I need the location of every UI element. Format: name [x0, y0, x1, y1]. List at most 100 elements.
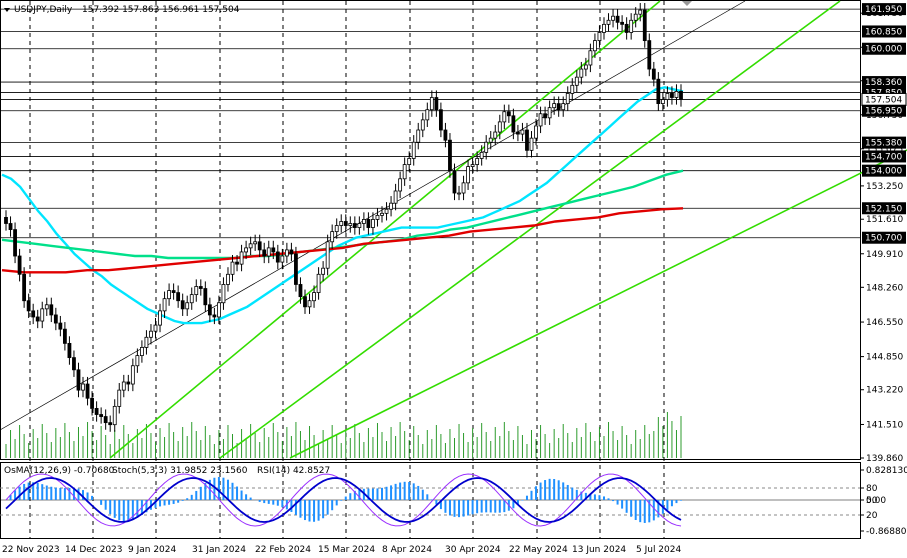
indicator-tick-label: 20: [866, 511, 878, 521]
candle-body: [371, 219, 375, 228]
stoch-d-line: [5, 477, 682, 523]
candle-body: [117, 389, 122, 407]
candle-body: [620, 21, 625, 25]
price-level-tag-bg: [862, 231, 906, 244]
price-tick-label: 146.550: [866, 318, 903, 328]
candle-body: [126, 381, 131, 385]
candle-body: [112, 405, 117, 426]
price-level-tag-bg: [862, 76, 906, 89]
candle-body: [149, 330, 153, 338]
price-level-tag-bg: [862, 150, 906, 163]
price-level-tag: 152.150: [865, 204, 902, 214]
candle-body: [221, 284, 226, 304]
price-level-tag-bg: [862, 136, 906, 149]
candle-body: [239, 251, 244, 265]
candle-body: [493, 131, 498, 139]
candle-body: [556, 103, 561, 111]
time-axis-label: 8 Apr 2024: [382, 545, 432, 555]
time-axis-label: 22 May 2024: [509, 545, 568, 555]
candle-body: [284, 249, 289, 257]
candle-body: [543, 113, 547, 119]
candle-body: [257, 241, 262, 251]
candle-body: [144, 336, 149, 348]
candle-body: [407, 158, 412, 165]
candle-body: [660, 99, 665, 105]
time-axis-label: 22 Feb 2024: [255, 545, 311, 555]
candle-body: [597, 32, 602, 42]
candle-body: [611, 15, 615, 21]
trend-channel-lines: [0, 0, 907, 459]
candle-body: [624, 23, 629, 33]
price-level-tag: 150.700: [865, 234, 902, 244]
candle-body: [176, 292, 181, 302]
candle-body: [511, 115, 516, 133]
candle-body: [633, 13, 638, 21]
candle-body: [352, 223, 357, 228]
candle-body: [665, 93, 670, 100]
candle-body: [565, 93, 570, 105]
candle-body: [506, 111, 511, 117]
rsi-label: RSI(14) 42.8527: [257, 466, 330, 476]
candle-body: [470, 164, 475, 167]
candle-body: [679, 91, 683, 100]
symbol-arrow-icon: [4, 8, 10, 12]
candle-body: [497, 121, 502, 133]
candle-body: [244, 247, 249, 253]
candle-body: [484, 141, 489, 153]
candle-body: [547, 107, 552, 119]
moving-average-line: [1, 207, 684, 274]
candle-body: [203, 288, 208, 306]
candle-body: [588, 50, 593, 66]
candle-body: [135, 355, 140, 367]
candle-body: [140, 347, 144, 356]
candle-body: [103, 416, 108, 424]
candle-body: [26, 300, 31, 312]
candle-body: [180, 300, 185, 310]
candle-body: [593, 40, 597, 52]
candle-body: [425, 109, 430, 121]
candle-body: [357, 223, 362, 228]
price-level-tags: 161.950160.850160.000158.360157.850157.5…: [861, 3, 907, 244]
candle-body: [167, 290, 171, 300]
candle-body: [330, 231, 335, 243]
time-axis-label: 31 Jan 2024: [192, 545, 246, 555]
price-tick-label: 148.260: [866, 283, 903, 293]
candle-body: [13, 229, 17, 257]
candle-body: [162, 298, 167, 312]
candle-body: [207, 304, 212, 316]
price-tick-label: 149.910: [866, 250, 903, 260]
price-level-tag-bg: [862, 3, 906, 16]
price-tick-label: 151.610: [866, 215, 903, 225]
price-level-tag-bg: [862, 164, 906, 177]
candle-body: [502, 111, 507, 123]
indicator-tick-label: -0.86880: [866, 527, 907, 537]
candle-body: [674, 91, 679, 98]
candle-body: [40, 308, 45, 322]
candle-body: [642, 9, 647, 42]
candle-body: [76, 369, 81, 391]
time-axis-label: 30 Apr 2024: [445, 545, 501, 555]
scroll-marker-icon: [682, 1, 692, 6]
candle-body: [429, 97, 434, 111]
candle-body: [602, 23, 606, 33]
candle-body: [44, 304, 49, 310]
candle-body: [198, 286, 203, 289]
oscillator-series: [0, 473, 860, 527]
candle-body: [212, 314, 217, 318]
candle-body: [153, 324, 158, 332]
price-level-tag-bg: [862, 42, 906, 55]
symbol-label: USDJPY,Daily: [14, 5, 73, 15]
candle-body: [398, 178, 403, 192]
candle-body: [35, 316, 40, 322]
candle-body: [108, 422, 113, 426]
candle-body: [226, 273, 230, 285]
candle-body: [189, 294, 194, 304]
candle-body: [31, 310, 36, 318]
candle-body: [185, 302, 190, 310]
time-axis: 22 Nov 2023 14 Dec 2023 9 Jan 2024 31 Jan 2…: [2, 545, 681, 555]
candle-body: [334, 225, 339, 233]
candle-body: [58, 322, 63, 330]
candle-body: [475, 158, 480, 165]
indicator-axis: 0.828130 80 50 20 0.00 -0.86880: [860, 466, 907, 537]
candle-body: [402, 164, 407, 180]
